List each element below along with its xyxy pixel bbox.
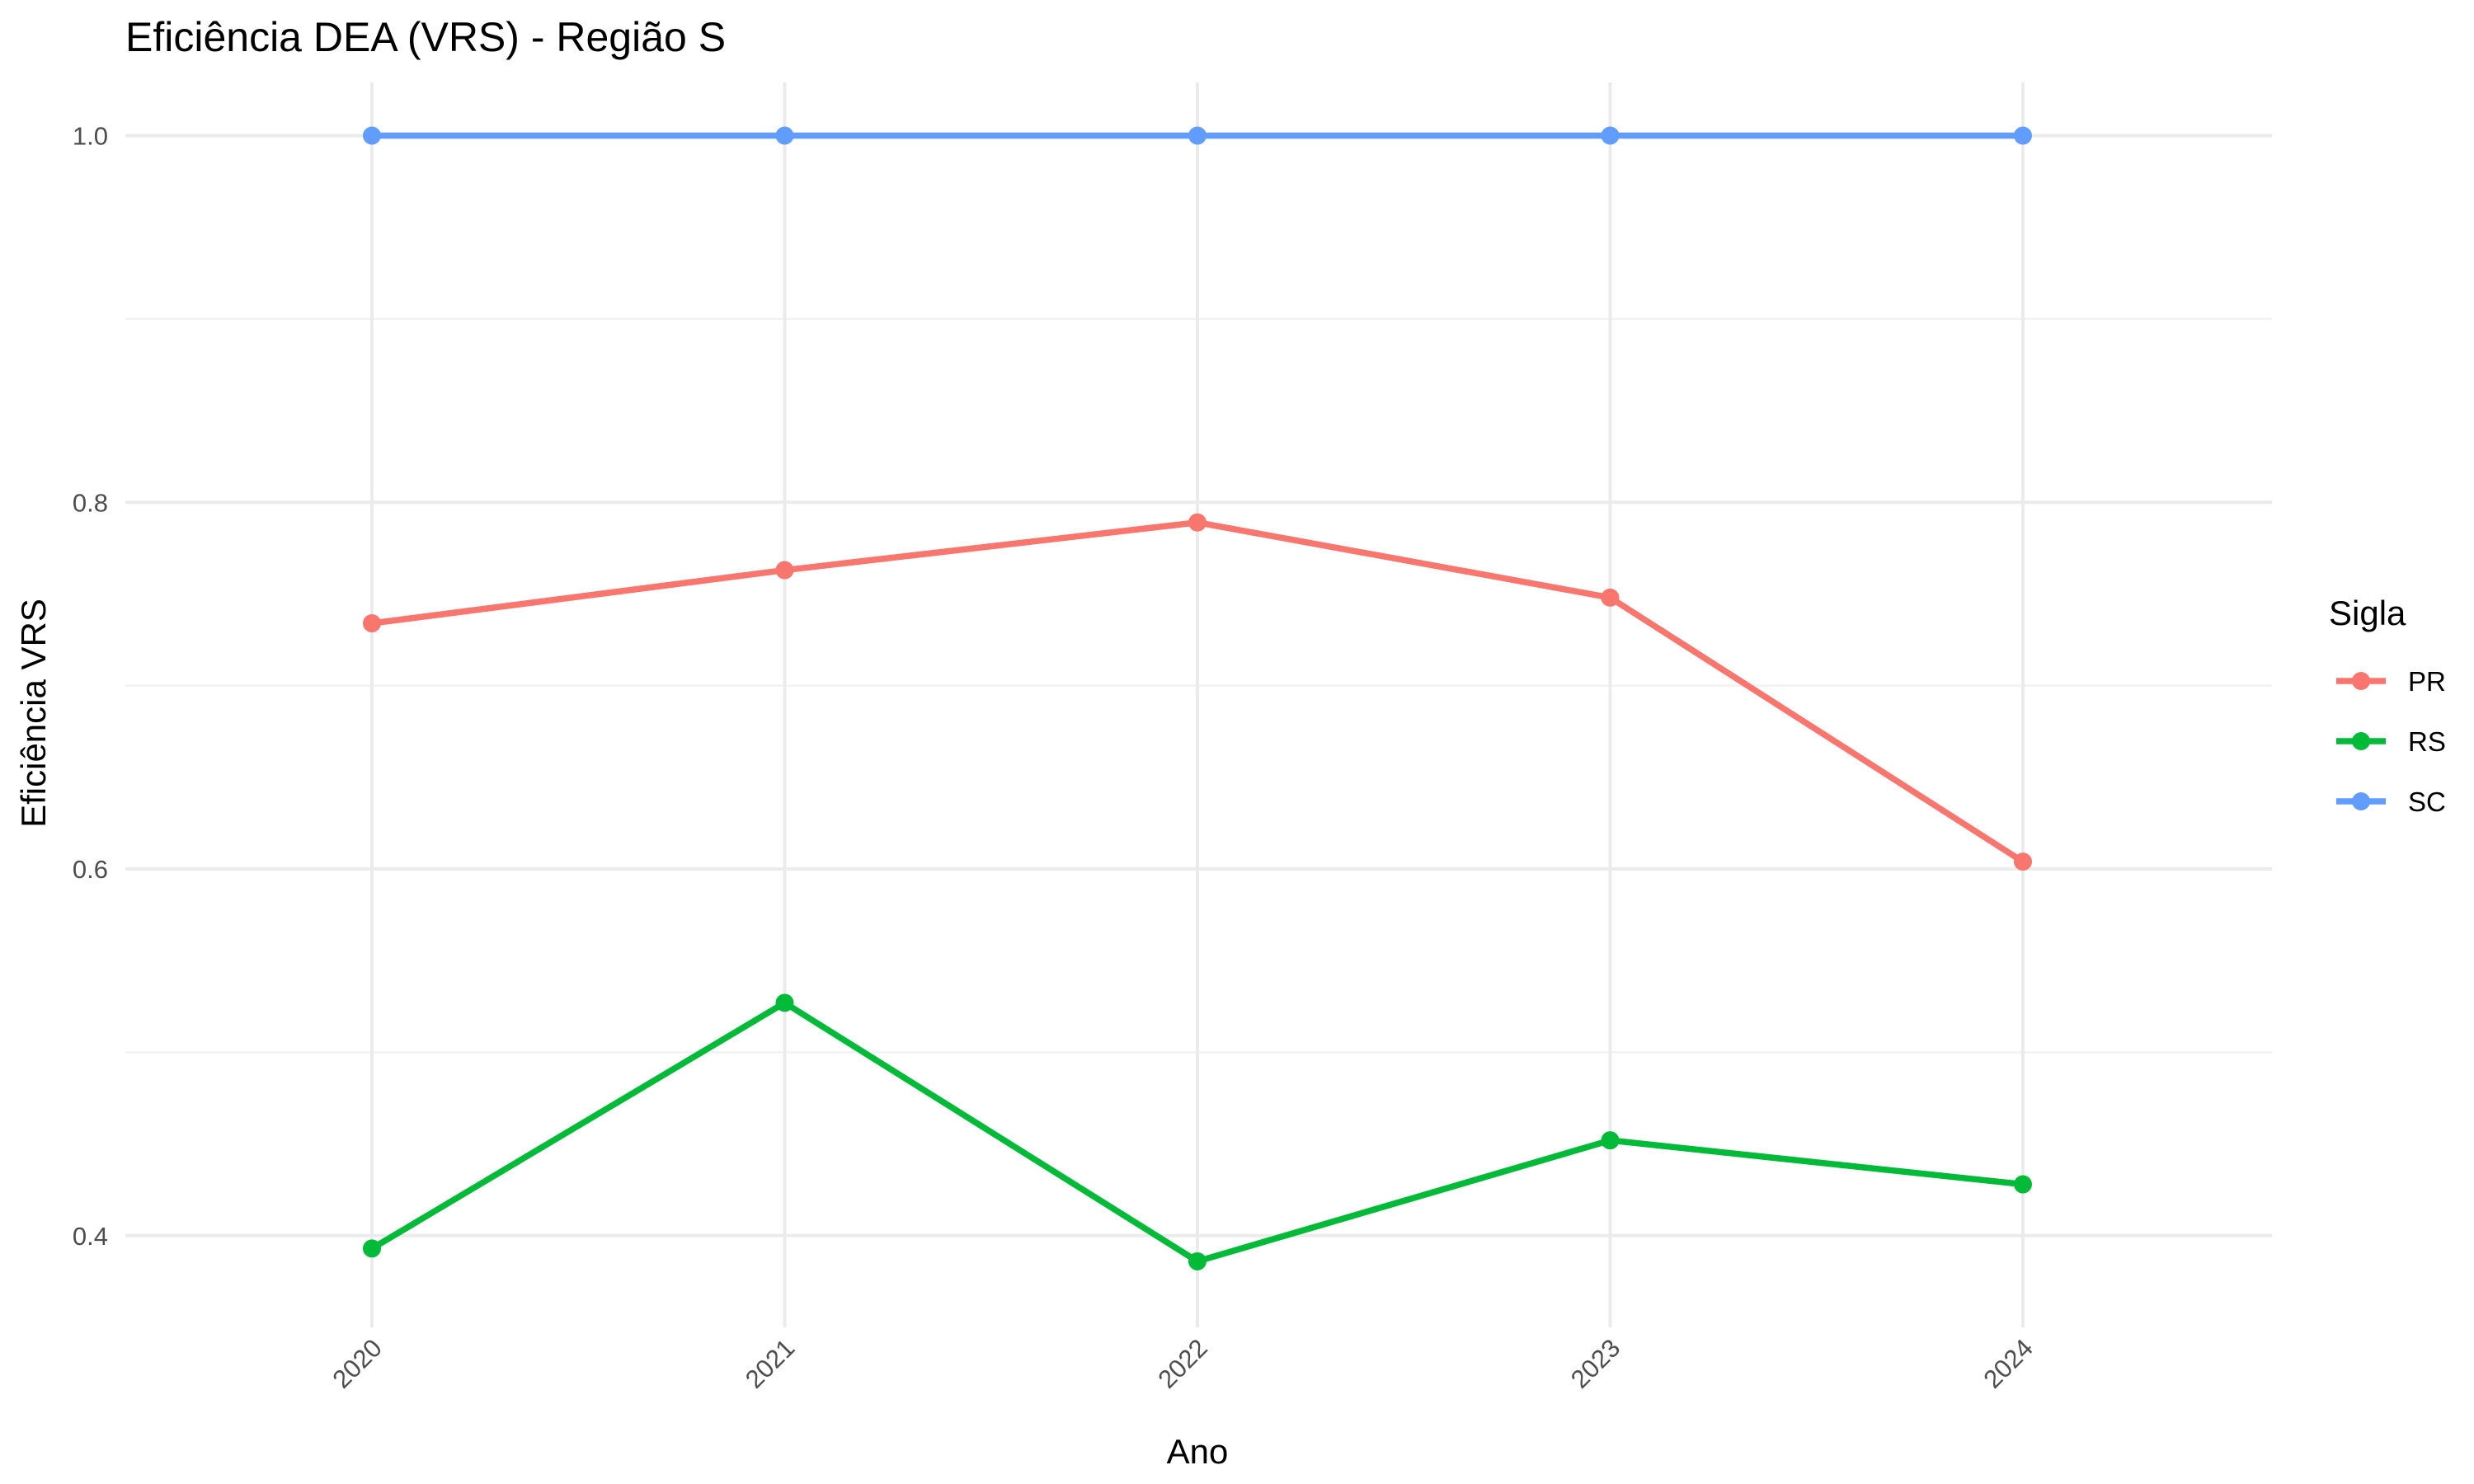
series-layer <box>363 126 2032 1270</box>
data-point <box>1601 126 1620 145</box>
grid <box>125 82 2272 1327</box>
data-point <box>363 1239 381 1258</box>
x-axis-title: Ano <box>1167 1432 1229 1471</box>
x-tick-label: 2021 <box>740 1333 801 1394</box>
legend-item-pr: PR <box>2336 666 2446 697</box>
legend-item-sc: SC <box>2336 787 2446 817</box>
data-point <box>363 126 381 145</box>
legend-key-point <box>2352 792 2370 810</box>
x-tick-label: 2024 <box>1978 1333 2039 1394</box>
y-tick-label: 1.0 <box>73 121 108 150</box>
x-axis-ticks: 2020 2021 2022 2023 2024 <box>327 1333 2039 1394</box>
data-point <box>1188 126 1206 145</box>
legend-items: PR RS SC <box>2336 666 2446 817</box>
data-point <box>1601 588 1620 607</box>
data-point <box>775 561 794 580</box>
data-point <box>775 126 794 145</box>
legend-key-point <box>2352 672 2370 690</box>
legend-label: PR <box>2408 666 2446 697</box>
data-point <box>363 614 381 633</box>
data-point <box>2014 852 2032 871</box>
data-point <box>1188 513 1206 532</box>
series-rs <box>363 993 2032 1270</box>
y-axis-ticks: 0.4 0.6 0.8 1.0 <box>73 121 108 1250</box>
legend-label: SC <box>2408 787 2446 817</box>
y-tick-label: 0.4 <box>73 1222 108 1251</box>
y-axis-title: Eficiência VRS <box>14 599 53 828</box>
legend-label: RS <box>2408 726 2446 757</box>
data-point <box>1188 1252 1206 1270</box>
legend-key-point <box>2352 732 2370 750</box>
chart-title: Eficiência DEA (VRS) - Região S <box>125 14 726 60</box>
x-tick-label: 2020 <box>327 1333 388 1394</box>
legend: Sigla PR RS SC <box>2329 594 2446 817</box>
x-tick-label: 2023 <box>1565 1333 1626 1394</box>
y-tick-label: 0.8 <box>73 488 108 517</box>
y-tick-label: 0.6 <box>73 855 108 884</box>
x-tick-label: 2022 <box>1152 1333 1213 1394</box>
series-sc <box>363 126 2032 145</box>
data-point <box>775 993 794 1012</box>
series-pr <box>363 513 2032 871</box>
data-point <box>1601 1131 1620 1150</box>
legend-title: Sigla <box>2329 594 2406 632</box>
legend-item-rs: RS <box>2336 726 2446 757</box>
data-point <box>2014 1175 2032 1194</box>
data-point <box>2014 126 2032 145</box>
